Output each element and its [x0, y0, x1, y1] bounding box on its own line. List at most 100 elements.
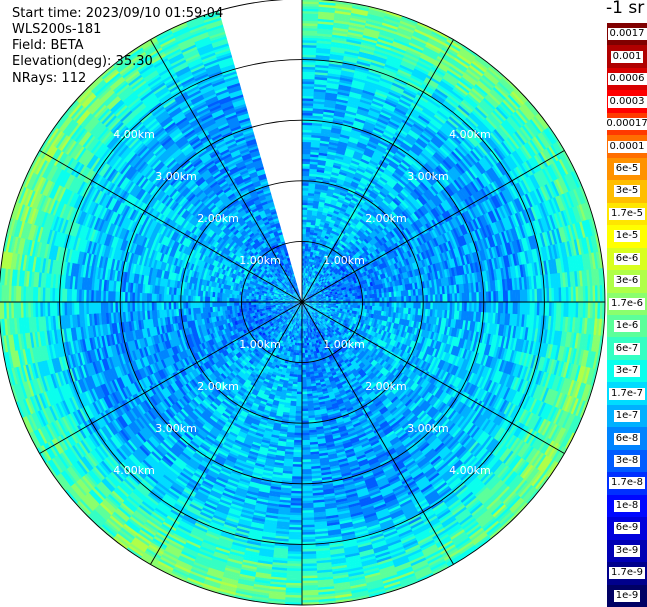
- data-cell: [318, 8, 336, 14]
- data-cell: [302, 107, 314, 111]
- data-cell: [331, 124, 343, 130]
- data-cell: [306, 212, 313, 216]
- data-cell: [308, 258, 312, 262]
- data-cell: [302, 221, 307, 225]
- data-cell: [358, 51, 374, 58]
- data-cell: [305, 270, 308, 274]
- data-cell: [350, 12, 369, 19]
- data-cell: [334, 12, 352, 18]
- data-cell: [309, 253, 313, 258]
- data-cell: [302, 13, 319, 17]
- data-cell: [324, 202, 331, 207]
- data-cell: [307, 195, 315, 199]
- data-cell: [310, 222, 316, 226]
- data-cell: [357, 302, 361, 306]
- data-cell: [333, 19, 351, 25]
- data-cell: [335, 152, 345, 158]
- data-cell: [334, 15, 352, 21]
- data-cell: [333, 112, 346, 118]
- data-cell: [310, 156, 319, 160]
- data-cell: [346, 36, 363, 43]
- data-cell: [317, 25, 334, 30]
- data-cell: [324, 101, 337, 107]
- data-cell: [310, 251, 314, 255]
- data-cell: [352, 2, 371, 10]
- data-cell: [302, 76, 316, 80]
- data-cell: [304, 253, 308, 257]
- data-cell: [302, 37, 318, 41]
- data-cell: [326, 80, 340, 85]
- data-cell: [325, 163, 334, 168]
- data-cell: [318, 4, 337, 9]
- data-cell: [328, 183, 336, 188]
- data-cell: [342, 60, 358, 66]
- data-cell: [317, 20, 335, 26]
- data-cell: [305, 236, 310, 240]
- data-cell: [307, 207, 313, 211]
- data-cell: [309, 256, 313, 260]
- data-cell: [302, 49, 317, 53]
- data-cell: [302, 90, 315, 94]
- data-cell: [302, 18, 319, 22]
- data-cell: [334, 155, 345, 161]
- data-cell: [351, 84, 365, 91]
- data-cell: [352, 302, 356, 306]
- data-cell: [302, 248, 306, 252]
- data-cell: [350, 89, 364, 95]
- data-cell: [302, 81, 315, 85]
- data-cell: [304, 258, 308, 262]
- data-cell: [309, 231, 315, 236]
- data-cell: [305, 285, 307, 289]
- data-cell: [302, 195, 309, 198]
- data-cell: [307, 202, 314, 206]
- data-cell: [361, 39, 378, 46]
- data-cell: [302, 282, 305, 286]
- data-cell: [338, 141, 349, 147]
- data-cell: [351, 10, 369, 17]
- data-cell: [302, 30, 318, 34]
- data-cell: [302, 158, 311, 162]
- data-cell: [302, 292, 304, 295]
- data-cell: [305, 243, 309, 247]
- data-cell: [342, 119, 355, 126]
- data-cell: [347, 31, 364, 38]
- data-cell: [369, 302, 373, 307]
- data-cell: [310, 154, 319, 158]
- data-cell: [306, 226, 311, 230]
- data-cell: [344, 112, 357, 119]
- data-cell: [318, 1, 337, 6]
- data-cell: [302, 185, 309, 189]
- data-cell: [334, 108, 347, 114]
- data-cell: [326, 77, 341, 83]
- data-cell: [302, 265, 305, 269]
- data-cell: [391, 296, 395, 303]
- data-cell: [303, 289, 305, 293]
- data-cell: [302, 199, 308, 203]
- data-cell: [303, 272, 306, 276]
- data-cell: [309, 171, 318, 175]
- data-cell: [309, 158, 319, 163]
- data-cell: [328, 68, 343, 73]
- data-cell: [312, 254, 316, 258]
- data-cell: [307, 253, 311, 257]
- data-cell: [302, 52, 317, 56]
- data-cell: [306, 255, 310, 260]
- data-cell: [302, 219, 307, 223]
- data-cell: [306, 258, 310, 262]
- data-cell: [303, 294, 305, 298]
- data-cell: [354, 67, 370, 74]
- data-cell: [303, 279, 305, 283]
- data-cell: [302, 156, 311, 160]
- data-cell: [330, 174, 339, 179]
- data-cell: [346, 103, 359, 109]
- data-cell: [333, 17, 351, 23]
- data-cell: [335, 5, 353, 11]
- data-cell: [309, 161, 319, 165]
- data-cell: [310, 249, 315, 253]
- data-cell: [329, 178, 338, 184]
- data-cell: [302, 228, 307, 232]
- data-cell: [342, 122, 354, 128]
- data-cell: [304, 287, 306, 291]
- data-cell: [305, 280, 307, 284]
- data-cell: [302, 267, 305, 271]
